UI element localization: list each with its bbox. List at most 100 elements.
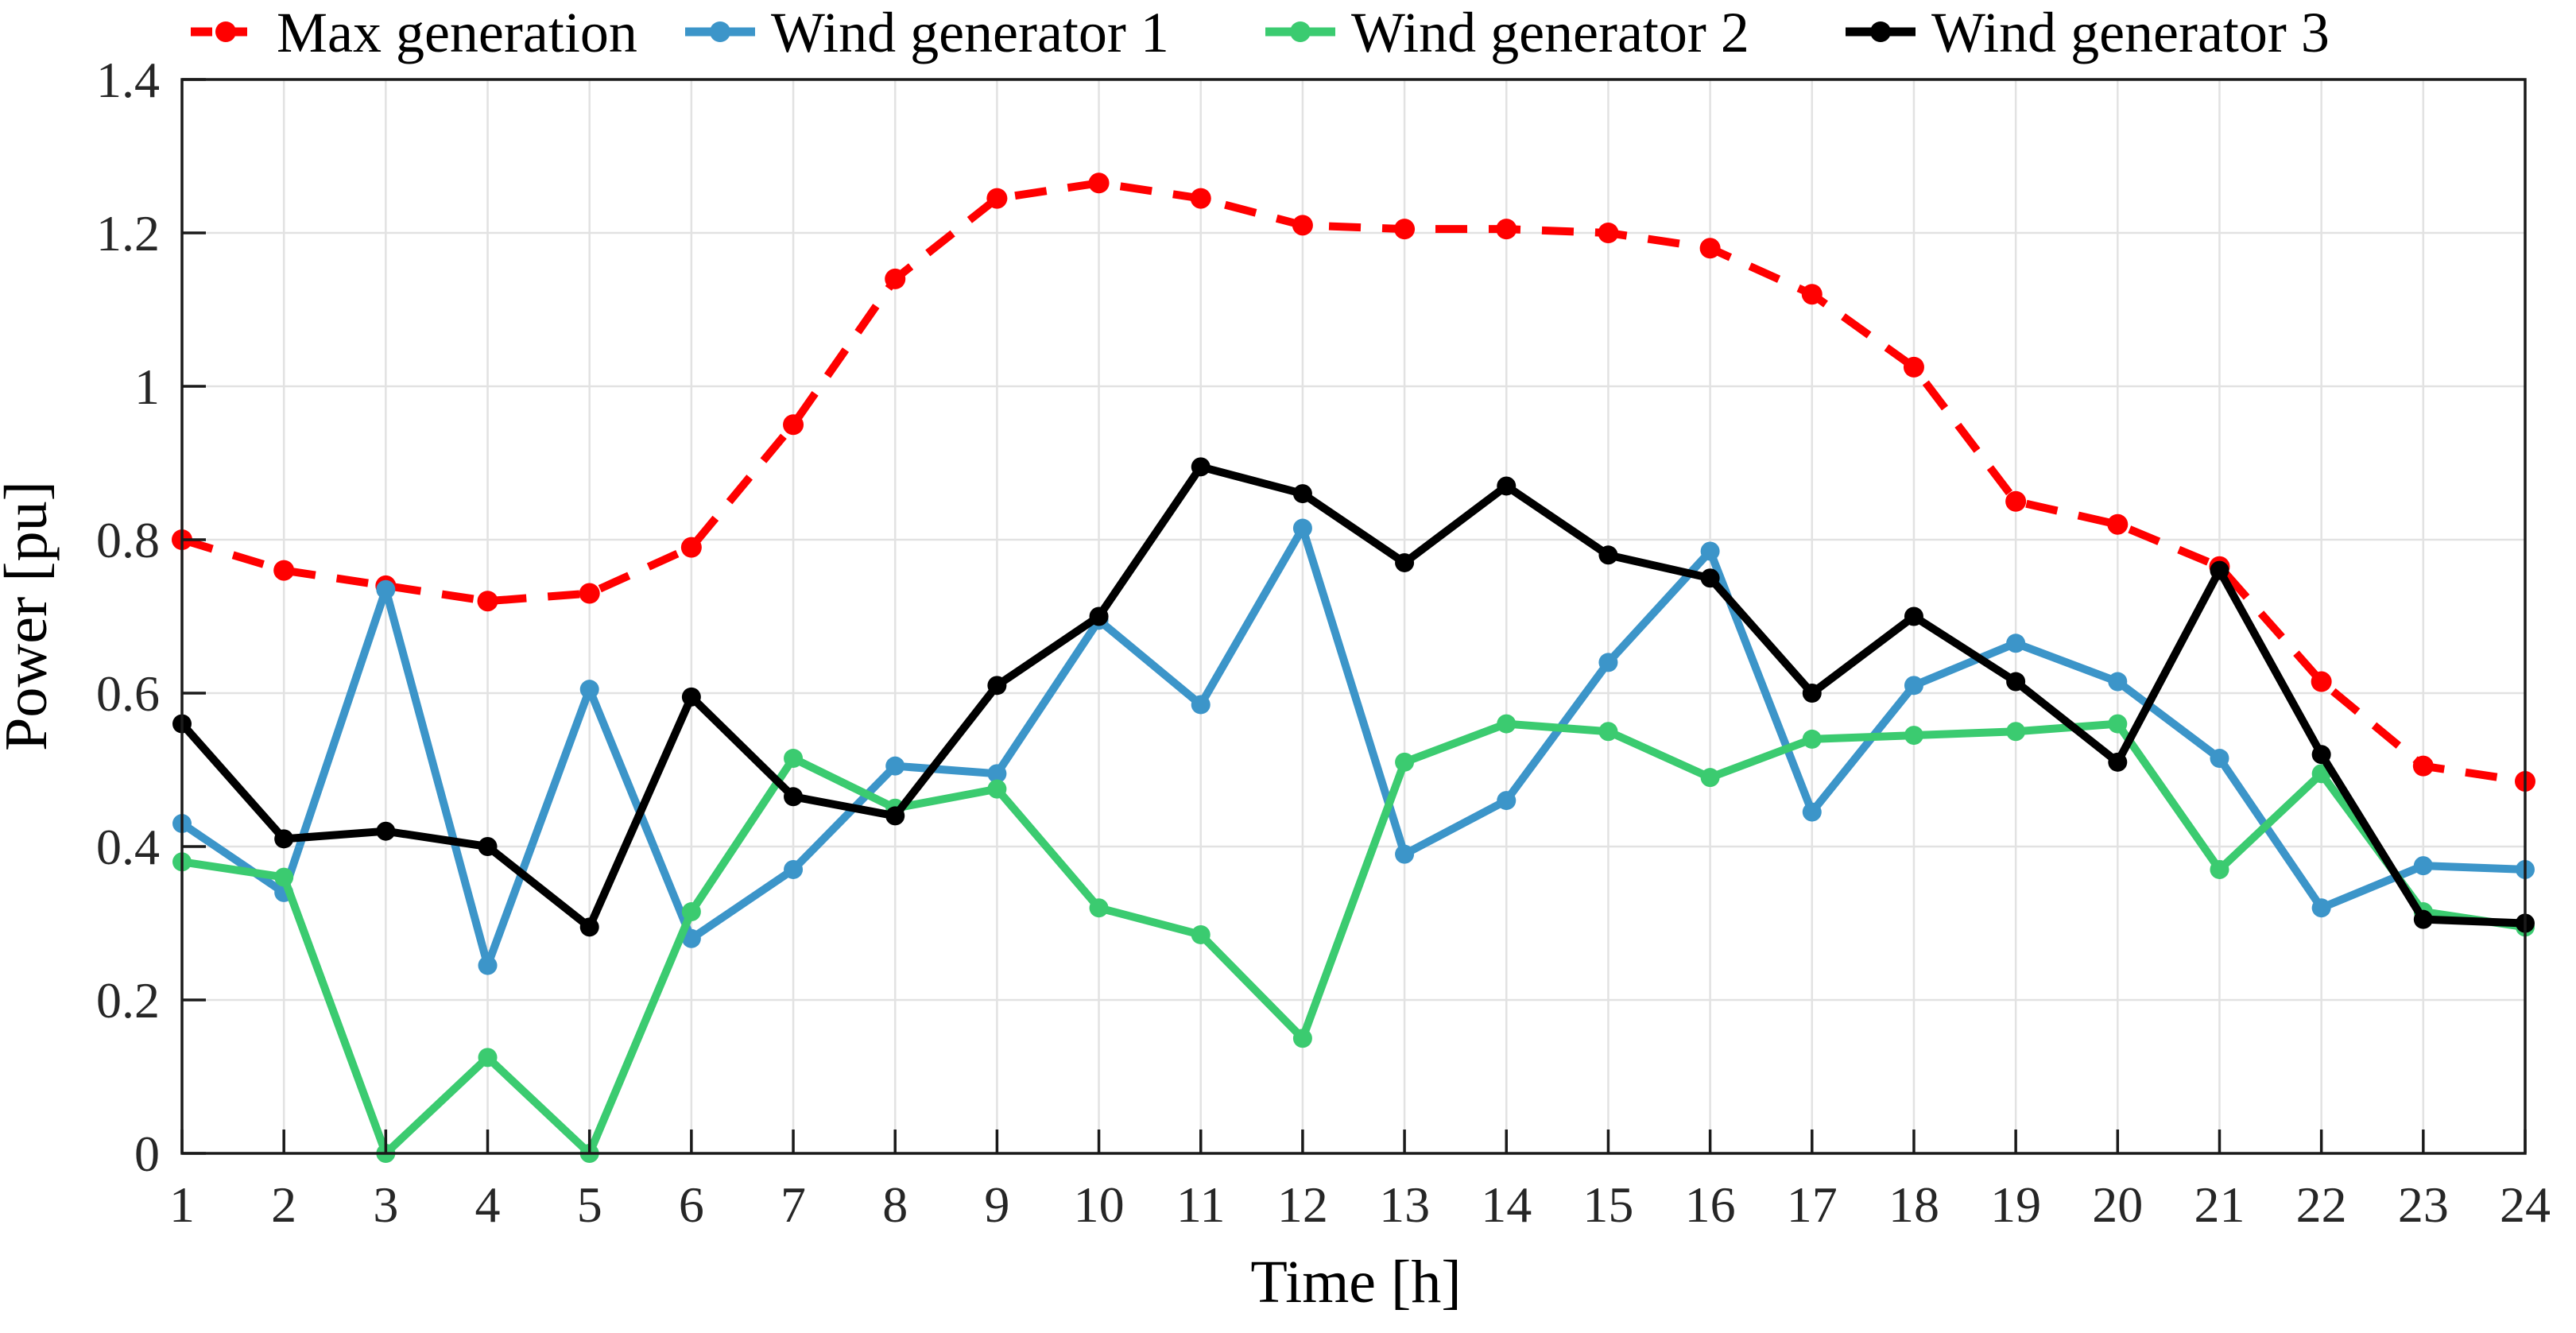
x-tick-label: 20 — [2092, 1176, 2143, 1233]
y-tick-label: 0.4 — [96, 819, 160, 875]
data-point — [1395, 844, 1415, 864]
data-point — [1190, 188, 1211, 209]
data-point — [2108, 714, 2128, 734]
data-point — [376, 579, 396, 599]
x-tick-label: 3 — [373, 1176, 398, 1233]
data-point — [987, 764, 1007, 784]
y-tick-label: 1.2 — [96, 205, 160, 262]
x-tick-label: 24 — [2500, 1176, 2551, 1233]
data-point — [1802, 802, 1822, 822]
data-point — [274, 829, 294, 849]
legend-item-wind-generator-2: Wind generator 2 — [1265, 1, 1749, 64]
data-point — [579, 680, 599, 699]
data-point — [2210, 560, 2229, 580]
data-point — [1394, 219, 1416, 240]
data-point — [1700, 568, 1720, 588]
legend-item-wind-generator-1: Wind generator 1 — [685, 1, 1169, 64]
data-point — [681, 687, 701, 707]
data-point — [1191, 924, 1211, 944]
x-tick-label: 2 — [271, 1176, 296, 1233]
y-tick-label: 1.4 — [96, 52, 160, 108]
data-point — [2412, 755, 2434, 777]
data-point — [784, 859, 804, 879]
data-point — [783, 414, 804, 436]
data-point — [1598, 722, 1618, 742]
x-tick-label: 19 — [1990, 1176, 2041, 1233]
x-tick-label: 23 — [2398, 1176, 2449, 1233]
series-wind-generator-1 — [172, 518, 2535, 975]
data-point — [1700, 768, 1720, 788]
y-tick-label: 1 — [134, 358, 160, 415]
x-tick-label: 7 — [781, 1176, 806, 1233]
x-tick-label: 17 — [1787, 1176, 1838, 1233]
data-point — [784, 787, 804, 807]
y-tick-label: 0 — [134, 1126, 160, 1182]
data-point — [376, 821, 396, 841]
data-point — [1395, 752, 1415, 772]
data-point — [478, 1048, 498, 1068]
data-point — [2108, 672, 2128, 692]
data-point — [1904, 726, 1923, 746]
series-line — [179, 463, 2526, 932]
data-point — [1598, 223, 1619, 243]
data-point — [1598, 545, 1618, 565]
data-point — [1497, 476, 1517, 496]
data-point — [1292, 518, 1312, 538]
x-tick-label: 21 — [2194, 1176, 2245, 1233]
legend-label: Wind generator 2 — [1351, 1, 1749, 64]
data-point — [478, 837, 498, 856]
data-point — [681, 928, 701, 948]
x-tick-label: 1 — [169, 1176, 195, 1233]
legend-item-max-generation: Max generation — [191, 1, 637, 64]
series-line — [181, 719, 2526, 1157]
x-tick-label: 12 — [1277, 1176, 1328, 1233]
data-point — [1395, 552, 1415, 572]
data-point — [1598, 653, 1618, 672]
x-tick-label: 22 — [2296, 1176, 2347, 1233]
legend-marker — [1870, 21, 1891, 42]
x-tick-label: 10 — [1074, 1176, 1125, 1233]
data-point — [579, 583, 600, 604]
data-point — [1191, 695, 1211, 715]
x-tick-label: 5 — [577, 1176, 602, 1233]
data-point — [2108, 752, 2128, 772]
grid — [180, 78, 2527, 1155]
data-point — [1497, 791, 1517, 811]
legend-label: Wind generator 1 — [771, 1, 1169, 64]
data-point — [2005, 490, 2027, 512]
data-point — [681, 902, 701, 922]
tick-labels: 1 2 3 4 5 6 7 8 9 10 11 12 13 14 15 16 17 18 19 20 21 22 23 240… — [96, 52, 2551, 1233]
data-point — [1700, 541, 1720, 561]
data-point — [885, 268, 906, 289]
legend-marker — [1290, 21, 1311, 42]
axes — [180, 78, 2527, 1155]
legend-marker — [710, 21, 730, 42]
series-line — [180, 524, 2526, 970]
legend-label: Max generation — [277, 1, 637, 64]
x-tick-label: 15 — [1582, 1176, 1633, 1233]
data-point — [784, 749, 804, 769]
x-axis-label: Time [h] — [1250, 1249, 1461, 1316]
data-point — [2210, 859, 2229, 879]
data-point — [2006, 672, 2026, 692]
plot-border — [180, 78, 2527, 1155]
data-point — [1496, 219, 1517, 240]
x-tick-label: 16 — [1685, 1176, 1736, 1233]
legend-label: Wind generator 3 — [1931, 1, 2330, 64]
x-tick-label: 6 — [679, 1176, 704, 1233]
data-point — [1903, 356, 1924, 378]
data-point — [1292, 215, 1313, 236]
data-point — [1802, 684, 1822, 703]
data-point — [1191, 457, 1211, 477]
data-point — [274, 867, 294, 887]
y-axis-label: Power [pu] — [0, 481, 60, 751]
data-point — [1699, 238, 1721, 259]
x-tick-label: 13 — [1379, 1176, 1430, 1233]
data-point — [1904, 676, 1923, 696]
data-point — [2311, 671, 2332, 692]
data-point — [477, 591, 498, 612]
series-line — [180, 179, 2526, 785]
series-wind-generator-3 — [172, 457, 2535, 937]
